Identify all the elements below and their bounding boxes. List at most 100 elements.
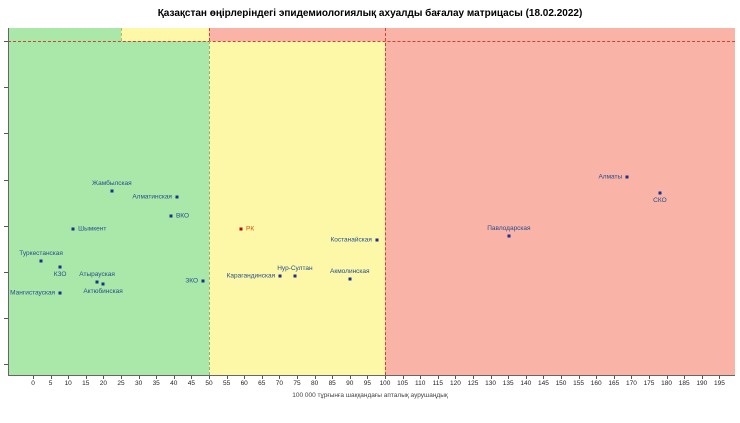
- x-tick-label: 110: [415, 380, 426, 387]
- zone-green-lower: [8, 41, 209, 375]
- x-tick-label: 100: [379, 380, 391, 387]
- x-tick: [85, 376, 87, 379]
- x-axis-line: [8, 375, 735, 376]
- x-tick-label: 190: [696, 380, 708, 387]
- x-tick-label: 130: [485, 380, 497, 387]
- x-tick-label: 15: [82, 380, 90, 387]
- x-tick: [121, 376, 122, 379]
- region-label-Павлодарская: Павлодарская: [487, 225, 531, 232]
- region-point-Актюбинская: [101, 282, 105, 286]
- region-point-Мангистауская: [58, 291, 62, 295]
- region-label-ВКО: ВКО: [175, 212, 190, 220]
- x-tick-label: 175: [643, 380, 655, 387]
- x-tick-label: 10: [64, 380, 72, 387]
- x-tick: [156, 376, 158, 379]
- region-label-Мангистауская: Мангистауская: [10, 289, 56, 297]
- x-tick: [437, 376, 439, 379]
- x-tick: [420, 376, 422, 379]
- x-tick-label: 105: [397, 380, 409, 387]
- x-tick: [666, 376, 668, 379]
- x-tick: [279, 376, 281, 379]
- x-axis-label: 100 000 тұрғынға шаққандағы апталық ауру…: [292, 392, 448, 399]
- x-tick-label: 70: [275, 380, 284, 387]
- x-tick-label: 145: [537, 380, 549, 387]
- x-tick: [649, 376, 650, 379]
- x-tick: [613, 376, 615, 379]
- x-tick: [50, 376, 52, 379]
- x-tick: [226, 376, 228, 379]
- x-tick-label: 140: [520, 380, 532, 387]
- x-tick-label: 165: [608, 380, 620, 387]
- boundary-upper-yellow-red: [209, 28, 210, 41]
- x-tick-label: 75: [293, 380, 301, 387]
- x-tick: [402, 376, 404, 379]
- x-tick-label: 170: [625, 380, 637, 387]
- region-label-Акмолинская: Акмолинская: [330, 268, 370, 275]
- x-tick: [684, 376, 686, 379]
- x-tick: [244, 376, 246, 379]
- x-tick: [173, 376, 175, 379]
- x-tick-label: 150: [555, 380, 567, 387]
- x-tick-label: 155: [573, 380, 585, 387]
- x-tick-label: 85: [328, 380, 336, 387]
- x-tick: [103, 376, 105, 379]
- x-tick-label: 65: [258, 380, 266, 387]
- x-tick-label: 120: [449, 380, 461, 387]
- x-tick-label: 25: [117, 380, 125, 387]
- x-tick: [367, 376, 369, 379]
- x-tick: [473, 376, 474, 379]
- region-label-Костанайская: Костанайская: [330, 236, 372, 244]
- region-label-Алматинская: Алматинская: [132, 193, 172, 201]
- x-tick: [138, 376, 140, 379]
- x-tick-label: 30: [134, 380, 143, 387]
- x-tick-label: 45: [187, 380, 196, 387]
- y-tick: [4, 318, 8, 319]
- x-tick: [719, 376, 721, 379]
- x-tick: [490, 376, 492, 379]
- x-tick-label: 115: [432, 380, 443, 387]
- region-point-КЗО: [58, 265, 62, 269]
- region-label-РК: РК: [246, 225, 255, 233]
- region-label-Актюбинская: Актюбинская: [83, 288, 123, 295]
- x-tick: [209, 376, 210, 379]
- x-tick: [314, 376, 316, 379]
- x-tick: [543, 376, 545, 379]
- y-tick: [4, 41, 8, 42]
- y-tick: [4, 226, 8, 227]
- region-label-ЗКО: ЗКО: [185, 277, 199, 285]
- y-tick: [4, 87, 8, 88]
- x-tick: [578, 376, 580, 379]
- x-tick: [561, 376, 562, 379]
- region-point-Костанайская: [375, 238, 379, 242]
- boundary-upper-green-yellow: [121, 28, 122, 41]
- y-tick: [4, 272, 8, 273]
- x-tick-label: 40: [170, 380, 178, 387]
- zone-red-upper: [209, 28, 735, 41]
- y-tick: [4, 364, 8, 365]
- region-point-СКО: [658, 191, 662, 195]
- chart-title: Қазақстан өңірлеріндегі эпидемиологиялық…: [157, 8, 583, 19]
- region-point-ВКО: [169, 214, 173, 218]
- x-tick: [68, 376, 70, 379]
- region-point-Карагандинская: [278, 274, 282, 278]
- x-tick: [701, 376, 703, 379]
- region-point-Акмолинская: [348, 277, 352, 281]
- region-label-Туркестанская: Туркестанская: [19, 250, 63, 257]
- x-tick: [33, 376, 34, 379]
- x-tick: [349, 376, 351, 379]
- x-tick: [261, 376, 263, 379]
- y-axis-line: [8, 28, 9, 375]
- threshold-line: [8, 41, 735, 42]
- region-label-КЗО: КЗО: [53, 271, 67, 278]
- x-tick: [596, 376, 598, 379]
- x-tick: [631, 376, 633, 379]
- boundary-yellow-red: [385, 28, 386, 375]
- x-tick-label: 185: [678, 380, 690, 387]
- x-tick-label: 135: [502, 380, 514, 387]
- zone-red-lower: [385, 41, 735, 375]
- x-tick-label: 160: [590, 380, 602, 387]
- x-tick: [385, 376, 386, 379]
- x-tick-label: 20: [99, 380, 108, 387]
- zone-yellow-lower: [209, 41, 385, 375]
- region-point-Нур-Султан: [293, 274, 297, 278]
